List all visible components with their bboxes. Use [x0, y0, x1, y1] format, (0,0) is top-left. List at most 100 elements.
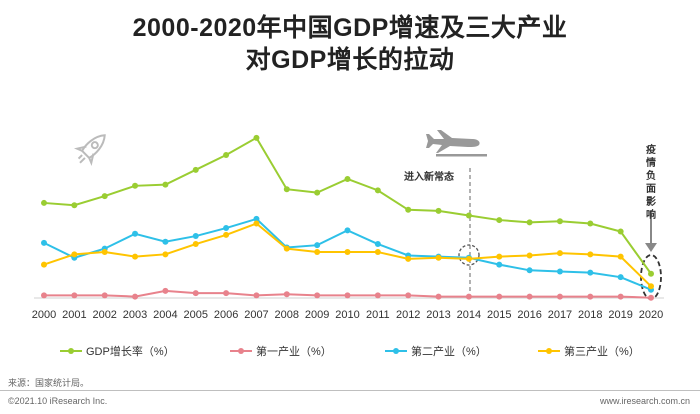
copyright-text: ©2021.10 iResearch Inc. [8, 396, 108, 406]
data-point [192, 241, 199, 248]
data-point [71, 292, 78, 299]
legend-item: GDP增长率（%） [60, 343, 175, 359]
page-title-line1: 2000-2020年中国GDP增速及三大产业 [132, 14, 568, 42]
data-point [617, 293, 624, 300]
data-point [132, 293, 139, 300]
data-point [223, 290, 230, 297]
data-point [526, 252, 533, 259]
x-tick-label: 2010 [335, 309, 359, 321]
series-1 [41, 287, 654, 301]
data-point [374, 241, 381, 248]
data-point [223, 225, 230, 232]
x-tick-label: 2008 [275, 309, 299, 321]
legend-item: 第三产业（%） [538, 343, 640, 359]
data-point [648, 294, 654, 301]
data-point [71, 202, 78, 209]
rocket-icon [73, 134, 106, 167]
x-tick-label: 2014 [457, 309, 481, 321]
data-point [587, 251, 594, 258]
data-point [41, 292, 47, 299]
data-point [556, 268, 563, 275]
x-tick-label: 2020 [639, 309, 663, 321]
data-point [41, 239, 47, 246]
annotation-covid: 疫情负面影响 [646, 145, 656, 221]
data-point [162, 238, 169, 245]
data-point [253, 220, 260, 227]
series-0 [41, 134, 654, 277]
footer-divider [0, 390, 700, 391]
data-point [253, 215, 260, 222]
data-point [648, 270, 654, 277]
data-point [41, 199, 47, 206]
x-tick-label: 2004 [153, 309, 177, 321]
data-point [435, 207, 442, 214]
covid-arrow-icon [645, 210, 657, 252]
data-point [344, 227, 351, 234]
data-point [71, 251, 78, 258]
data-point [435, 254, 442, 261]
data-point [192, 166, 199, 173]
data-point [162, 287, 169, 294]
x-tick-label: 2011 [366, 309, 390, 321]
data-point [283, 186, 290, 193]
data-point [617, 253, 624, 260]
x-tick-label: 2003 [123, 309, 147, 321]
data-point [223, 151, 230, 158]
data-point [405, 292, 412, 299]
legend-item: 第一产业（%） [230, 343, 332, 359]
x-tick-label: 2013 [426, 309, 450, 321]
data-point [526, 219, 533, 226]
x-tick-label: 2015 [487, 309, 511, 321]
data-point [496, 261, 503, 268]
data-point [496, 217, 503, 224]
data-point [314, 249, 321, 256]
legend-label: 第一产业（%） [256, 346, 332, 358]
data-point [344, 292, 351, 299]
data-point [223, 231, 230, 238]
data-point [587, 293, 594, 300]
data-point [435, 293, 442, 300]
data-point [374, 187, 381, 194]
x-tick-label: 2000 [32, 309, 56, 321]
legend-swatch [230, 345, 252, 357]
data-point [465, 293, 472, 300]
data-point [344, 249, 351, 256]
x-tick-label: 2012 [396, 309, 420, 321]
annotation-new-normal: 进入新常态 [404, 172, 454, 183]
source-note: 来源：国家统计局。 [8, 378, 90, 388]
data-point [465, 255, 472, 262]
legend-label: 第三产业（%） [564, 346, 640, 358]
new-normal-highlight-circle [458, 244, 480, 266]
data-point [344, 175, 351, 182]
data-point [556, 293, 563, 300]
x-tick-label: 2006 [214, 309, 238, 321]
legend-label: GDP增长率（%） [86, 346, 175, 358]
data-point [526, 267, 533, 274]
data-point [496, 253, 503, 260]
series-3 [41, 220, 654, 290]
data-point [192, 233, 199, 240]
data-point [162, 181, 169, 188]
airplane-landing-icon [426, 130, 487, 157]
x-tick-label: 2009 [305, 309, 329, 321]
data-point [556, 250, 563, 257]
data-point [132, 230, 139, 237]
data-point [556, 218, 563, 225]
data-point [283, 245, 290, 252]
data-point [374, 249, 381, 256]
x-tick-label: 2017 [548, 309, 572, 321]
data-point [374, 292, 381, 299]
data-point [162, 251, 169, 258]
x-tick-label: 2018 [578, 309, 602, 321]
data-point [192, 290, 199, 297]
data-point [101, 193, 108, 200]
page-title-line2: 对GDP增长的拉动 [245, 46, 455, 74]
data-point [253, 292, 260, 299]
data-point [526, 293, 533, 300]
legend-swatch [538, 345, 560, 357]
data-point [405, 206, 412, 213]
data-point [283, 291, 290, 298]
data-point [617, 228, 624, 235]
x-tick-label: 2007 [244, 309, 268, 321]
